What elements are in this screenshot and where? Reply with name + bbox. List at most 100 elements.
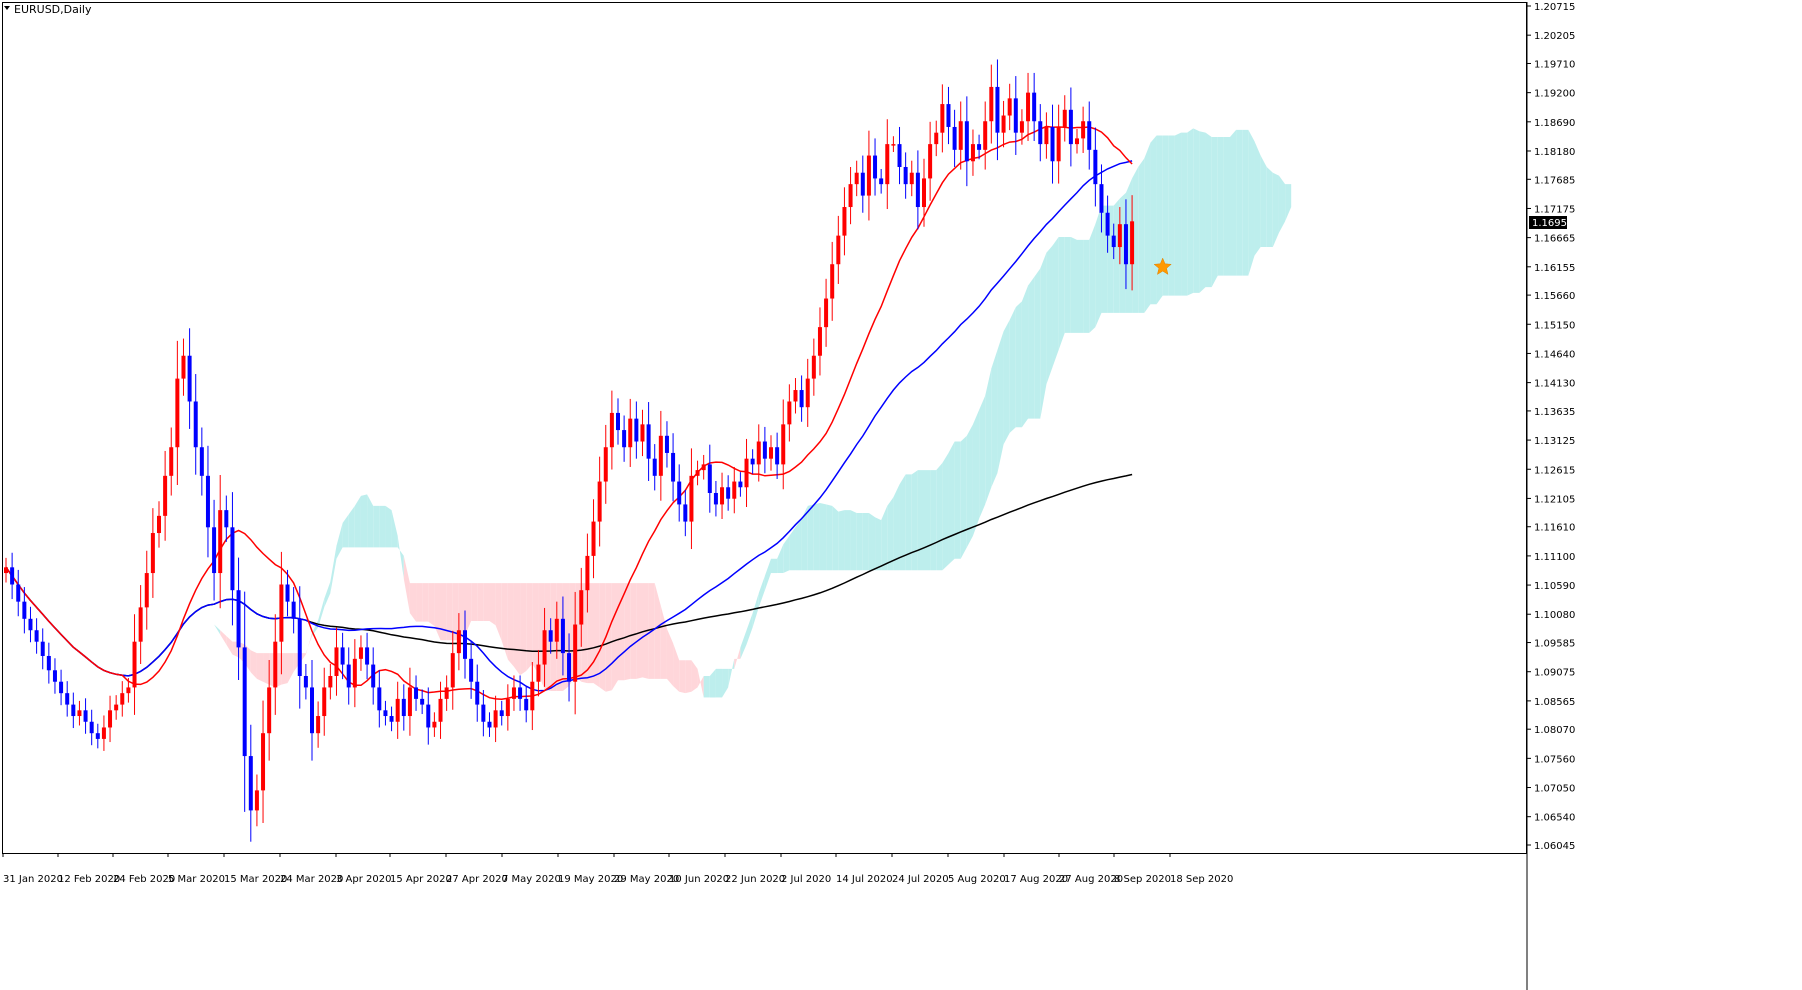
cloud-segment — [826, 504, 833, 571]
candle-body — [1032, 92, 1037, 122]
candle-body — [310, 687, 314, 734]
candle-body — [505, 698, 510, 717]
cloud-segment — [611, 583, 618, 691]
candle-body — [267, 687, 272, 734]
time-tick-label: 2 Jul 2020 — [781, 874, 831, 885]
cloud-segment — [673, 643, 680, 692]
cloud-segment — [1125, 178, 1133, 313]
candle-body — [126, 687, 131, 694]
cloud-segment — [777, 544, 784, 574]
candle-body — [683, 504, 688, 522]
candle-body — [169, 447, 174, 476]
candle-body — [352, 658, 357, 688]
cloud-segment — [715, 668, 723, 698]
candle-body — [420, 698, 425, 705]
candle-body — [1038, 121, 1043, 145]
candle-body — [756, 441, 761, 465]
cloud-segment — [403, 555, 410, 614]
cloud-segment — [1272, 172, 1279, 248]
candle-body — [157, 515, 161, 534]
cloud-segment — [305, 633, 312, 655]
candle-body — [218, 510, 223, 574]
candle-body — [346, 664, 351, 688]
candle-body — [279, 584, 284, 642]
candle-body — [560, 618, 565, 654]
candle-body — [915, 172, 920, 208]
candle-body — [34, 630, 39, 642]
cloud-segment — [795, 518, 802, 571]
candle-body — [95, 733, 100, 739]
cloud-segment — [954, 441, 961, 559]
cloud-segment — [911, 470, 918, 571]
candle-body — [1056, 126, 1061, 162]
cloud-segment — [391, 510, 398, 548]
cloud-segment — [428, 583, 435, 626]
candle-body — [511, 687, 516, 699]
chevron-down-icon[interactable] — [4, 6, 10, 10]
time-tick-label: 7 May 2020 — [502, 874, 561, 885]
cloud-segment — [979, 395, 986, 519]
candle-body — [952, 126, 957, 150]
candle-body — [254, 790, 259, 811]
cloud-segment — [513, 583, 521, 676]
candle-body — [40, 641, 45, 656]
candle-body — [499, 710, 504, 717]
candle-body — [866, 155, 871, 196]
cloud-segment — [1138, 158, 1145, 313]
cloud-segment — [1077, 239, 1084, 333]
price-tick-label: 1.15660 — [1534, 291, 1575, 302]
cloud-segment — [966, 424, 973, 548]
candle-body — [781, 424, 786, 465]
price-tick-label: 1.12615 — [1534, 465, 1575, 476]
candle-body — [658, 435, 663, 476]
cloud-segment — [875, 517, 882, 571]
time-tick-label: 24 Mar 2020 — [280, 874, 343, 885]
candle-body — [493, 710, 498, 728]
current-price-label: 1.16950 — [1532, 218, 1573, 229]
chart-title[interactable]: EURUSD,Daily — [4, 3, 92, 16]
candle-body — [1093, 149, 1098, 185]
candle-body — [340, 647, 345, 665]
cloud-segment — [1162, 135, 1169, 296]
cloud-segment — [740, 630, 747, 659]
candle-body — [114, 704, 119, 711]
candle-body — [175, 378, 180, 448]
cloud-segment — [409, 583, 417, 622]
candle-body — [958, 121, 963, 150]
candle-body — [977, 144, 982, 150]
cloud-segment — [936, 462, 943, 571]
candle-body — [738, 481, 743, 488]
candle-body — [77, 710, 82, 717]
cloud-segment — [1236, 129, 1243, 276]
cloud-segment — [1028, 277, 1035, 419]
candle-body — [481, 704, 486, 722]
candle-body — [150, 533, 155, 574]
candle-body — [909, 172, 914, 185]
cloud-segment — [771, 558, 778, 574]
cloud-segment — [654, 583, 661, 679]
cloud-segment — [703, 675, 710, 698]
candle-body — [383, 710, 388, 717]
cloud-segment — [930, 470, 937, 571]
candle-body — [695, 470, 700, 476]
cloud-segment — [1034, 268, 1041, 419]
cloud-segment — [1205, 132, 1212, 288]
candle-body — [677, 481, 682, 505]
candle-body — [934, 132, 939, 145]
cloud-segment — [367, 494, 374, 548]
candle-body — [303, 675, 308, 688]
candle-body — [358, 647, 363, 659]
candle-body — [395, 698, 400, 722]
price-tick-label: 1.07560 — [1534, 754, 1575, 765]
candle-body — [554, 618, 559, 642]
candle-body — [775, 447, 780, 465]
candle-body — [322, 687, 327, 717]
cloud-segment — [214, 624, 221, 635]
candle-body — [212, 527, 217, 574]
cloud-segment — [997, 331, 1004, 473]
candle-body — [701, 464, 706, 471]
cloud-segment — [1156, 135, 1163, 305]
candle-body — [609, 412, 614, 448]
candle-body — [52, 670, 57, 682]
